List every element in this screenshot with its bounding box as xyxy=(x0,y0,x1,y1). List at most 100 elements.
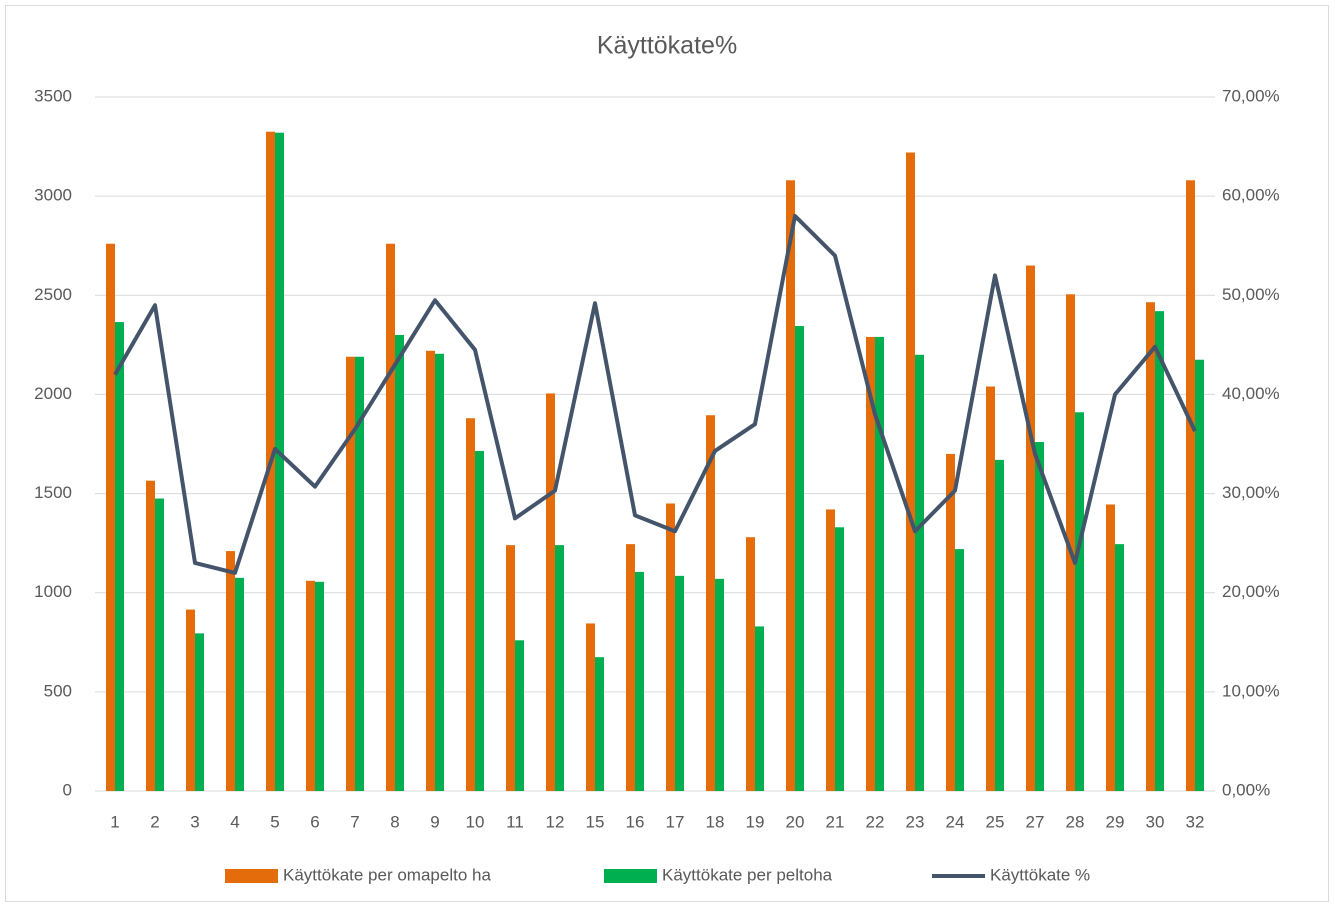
bar xyxy=(555,545,564,791)
x-tick-label: 24 xyxy=(946,812,965,831)
bar xyxy=(826,509,835,791)
bar xyxy=(1075,412,1084,791)
x-tick-label: 30 xyxy=(1146,812,1165,831)
x-tick-label: 15 xyxy=(586,812,605,831)
x-tick-label: 18 xyxy=(706,812,725,831)
bar xyxy=(475,450,484,791)
x-tick-label: 6 xyxy=(310,812,319,831)
x-tick-label: 29 xyxy=(1106,812,1125,831)
bar xyxy=(226,551,235,791)
bar xyxy=(635,571,644,791)
bar xyxy=(755,626,764,791)
y-tick-label: 0 xyxy=(63,780,72,799)
bar xyxy=(746,537,755,791)
bar xyxy=(666,503,675,791)
chart-title: Käyttökate% xyxy=(597,32,737,60)
line xyxy=(113,213,1197,575)
y-tick-label: 2000 xyxy=(34,384,72,403)
bar xyxy=(706,415,715,791)
x-tick-label: 21 xyxy=(826,812,845,831)
y-tick-label: 2500 xyxy=(34,285,72,304)
bar xyxy=(315,581,324,791)
bar xyxy=(306,580,315,791)
bar xyxy=(155,498,164,791)
y-tick-label: 3000 xyxy=(34,186,72,205)
x-tick-label: 2 xyxy=(150,812,159,831)
y2-tick-label: 20,00% xyxy=(1222,582,1280,601)
bar xyxy=(875,336,884,791)
x-tick-label: 9 xyxy=(430,812,439,831)
bar xyxy=(1035,442,1044,791)
x-tick-label: 10 xyxy=(466,812,485,831)
bar xyxy=(195,633,204,791)
bar xyxy=(546,393,555,791)
y2-tick-label: 0,00% xyxy=(1222,780,1270,799)
legend-swatch xyxy=(225,869,278,883)
bar xyxy=(235,577,244,791)
x-tick-label: 16 xyxy=(626,812,645,831)
x-tick-label: 5 xyxy=(270,812,279,831)
bar xyxy=(586,623,595,791)
bar xyxy=(1155,311,1164,791)
bar xyxy=(595,657,604,791)
y-tick-label: 500 xyxy=(44,681,72,700)
bar xyxy=(106,243,115,791)
legend-label: Käyttökate % xyxy=(990,865,1090,884)
x-tick-label: 32 xyxy=(1186,812,1205,831)
bar xyxy=(1195,359,1204,791)
legend-swatch xyxy=(604,869,657,883)
x-tick-label: 8 xyxy=(390,812,399,831)
legend-label: Käyttökate per omapelto ha xyxy=(283,865,491,884)
bar xyxy=(506,545,515,791)
bar xyxy=(986,386,995,791)
x-tick-label: 27 xyxy=(1026,812,1045,831)
bar xyxy=(915,354,924,791)
bar xyxy=(1026,265,1035,791)
x-tick-label: 12 xyxy=(546,812,565,831)
y2-tick-label: 30,00% xyxy=(1222,483,1280,502)
bar xyxy=(995,459,1004,791)
y-tick-label: 1500 xyxy=(34,483,72,502)
x-tick-label: 11 xyxy=(506,812,524,831)
bar xyxy=(946,453,955,791)
bar xyxy=(795,326,804,791)
bar xyxy=(1186,180,1195,791)
bar xyxy=(386,243,395,791)
y2-tick-label: 50,00% xyxy=(1222,285,1280,304)
bar xyxy=(435,353,444,791)
bar xyxy=(515,640,524,791)
x-tick-label: 28 xyxy=(1066,812,1085,831)
bar xyxy=(786,180,795,791)
y2-tick-label: 60,00% xyxy=(1222,186,1280,205)
x-tick-label: 22 xyxy=(866,812,885,831)
bar xyxy=(275,132,284,792)
bar xyxy=(626,544,635,791)
y-tick-label: 3500 xyxy=(34,86,72,105)
bar xyxy=(906,152,915,791)
bar xyxy=(675,575,684,791)
bar xyxy=(186,609,195,791)
x-tick-label: 20 xyxy=(786,812,805,831)
y2-tick-label: 10,00% xyxy=(1222,681,1280,700)
bar xyxy=(115,322,124,791)
bar xyxy=(715,578,724,791)
bar xyxy=(866,336,875,791)
bar xyxy=(835,527,844,791)
bar xyxy=(1066,294,1075,791)
y-tick-label: 1000 xyxy=(34,582,72,601)
bar xyxy=(355,356,364,791)
legend-label: Käyttökate per peltoha xyxy=(662,865,833,884)
x-tick-label: 17 xyxy=(666,812,685,831)
y2-tick-label: 70,00% xyxy=(1222,86,1280,105)
bar xyxy=(395,334,404,791)
x-tick-label: 3 xyxy=(190,812,199,831)
x-tick-label: 7 xyxy=(350,812,359,831)
x-tick-label: 4 xyxy=(230,812,239,831)
x-tick-label: 25 xyxy=(986,812,1005,831)
x-tick-label: 1 xyxy=(110,812,119,831)
bar xyxy=(1146,302,1155,791)
x-tick-label: 23 xyxy=(906,812,925,831)
bar xyxy=(955,549,964,791)
